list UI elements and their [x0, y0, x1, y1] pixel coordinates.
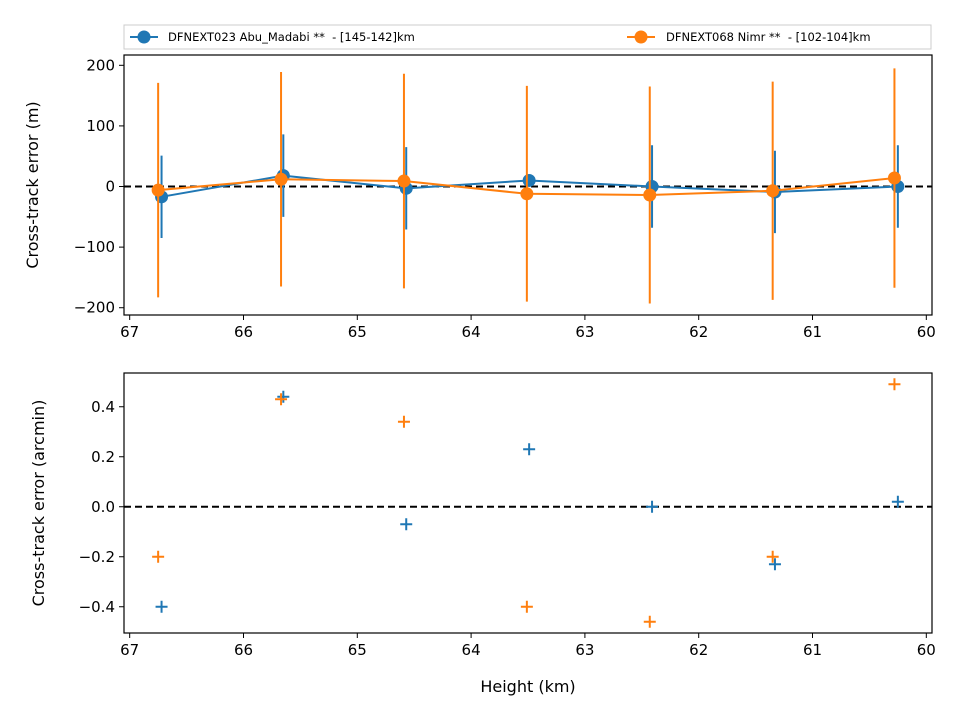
bottom-data-point [768, 558, 781, 571]
top-x-tick-label: 63 [575, 323, 594, 341]
top-axes-frame [123, 54, 933, 316]
bottom-data-point [766, 550, 779, 563]
top-data-point [274, 172, 288, 186]
legend-entry-1: DFNEXT023 Abu_Madabi ** - [145-142]km [130, 30, 415, 44]
top-series-2 [151, 68, 901, 304]
legend-label-2: DFNEXT068 Nimr ** - [102-104]km [666, 30, 871, 44]
bottom-x-ticks: 67 66 65 64 63 62 61 60 [120, 633, 936, 659]
bottom-data-point [891, 495, 904, 508]
top-data-point [151, 183, 165, 197]
bottom-series-2 [152, 378, 901, 628]
bottom-data-point [400, 518, 413, 531]
bottom-x-tick-label: 63 [575, 641, 594, 659]
bottom-panel: 67 66 65 64 63 62 61 60 −0.4 −0.2 0.0 0.2 0.4 Cross… [29, 372, 936, 696]
legend: DFNEXT023 Abu_Madabi ** - [145-142]km DF… [123, 24, 932, 50]
bottom-x-tick-label: 65 [348, 641, 367, 659]
bottom-axes-frame [123, 372, 933, 634]
bottom-y-tick-label: 0.4 [91, 398, 115, 416]
bottom-x-tick-label: 67 [120, 641, 139, 659]
bottom-data-point [152, 550, 165, 563]
bottom-plot-area [124, 378, 932, 628]
bottom-y-axis-label: Cross-track error (arcmin) [29, 400, 48, 607]
top-data-point [643, 188, 657, 202]
top-y-tick-label: −200 [74, 299, 115, 317]
bottom-x-tick-label: 62 [689, 641, 708, 659]
top-y-tick-label: 100 [86, 117, 115, 135]
top-x-tick-label: 62 [689, 323, 708, 341]
top-y-axis-label: Cross-track error (m) [23, 101, 42, 268]
bottom-x-axis-label: Height (km) [480, 677, 575, 696]
top-y-tick-label: −100 [74, 238, 115, 256]
bottom-y-tick-label: 0.0 [91, 498, 115, 516]
top-x-ticks: 67 66 65 64 63 62 61 60 [120, 315, 936, 341]
top-data-point [766, 184, 780, 198]
top-y-tick-label: 200 [86, 56, 115, 74]
bottom-x-tick-label: 61 [803, 641, 822, 659]
top-x-tick-label: 66 [234, 323, 253, 341]
bottom-data-point [523, 443, 536, 456]
bottom-x-tick-label: 64 [462, 641, 481, 659]
bottom-y-tick-label: −0.2 [79, 548, 115, 566]
bottom-data-point [646, 500, 659, 513]
bottom-data-point [277, 390, 290, 403]
top-plot-area [124, 68, 932, 304]
bottom-y-ticks: −0.4 −0.2 0.0 0.2 0.4 [79, 398, 124, 616]
bottom-y-tick-label: 0.2 [91, 448, 115, 466]
top-data-point [887, 171, 901, 185]
top-y-tick-label: 0 [105, 178, 115, 196]
top-y-ticks: −200 −100 0 100 200 [74, 56, 124, 317]
top-x-tick-label: 60 [917, 323, 936, 341]
legend-marker-1 [137, 30, 151, 44]
legend-label-1: DFNEXT023 Abu_Madabi ** - [145-142]km [168, 30, 415, 44]
bottom-data-point [643, 615, 656, 628]
top-data-point [522, 173, 536, 187]
legend-marker-2 [634, 30, 648, 44]
bottom-data-point [888, 378, 901, 391]
top-x-tick-label: 65 [348, 323, 367, 341]
top-x-tick-label: 61 [803, 323, 822, 341]
bottom-y-tick-label: −0.4 [79, 598, 115, 616]
bottom-data-point [397, 415, 410, 428]
top-data-point [520, 187, 534, 201]
top-x-tick-label: 64 [462, 323, 481, 341]
bottom-data-point [155, 600, 168, 613]
top-panel: 67 66 65 64 63 62 61 60 −200 −100 0 100 200 Cross-t… [23, 54, 936, 341]
bottom-x-tick-label: 60 [917, 641, 936, 659]
bottom-x-tick-label: 66 [234, 641, 253, 659]
top-data-point [397, 174, 411, 188]
bottom-data-point [275, 393, 288, 406]
bottom-series-1 [155, 390, 904, 613]
bottom-data-point [520, 600, 533, 613]
legend-entry-2: DFNEXT068 Nimr ** - [102-104]km [627, 30, 871, 44]
legend-frame [123, 24, 932, 50]
top-x-tick-label: 67 [120, 323, 139, 341]
